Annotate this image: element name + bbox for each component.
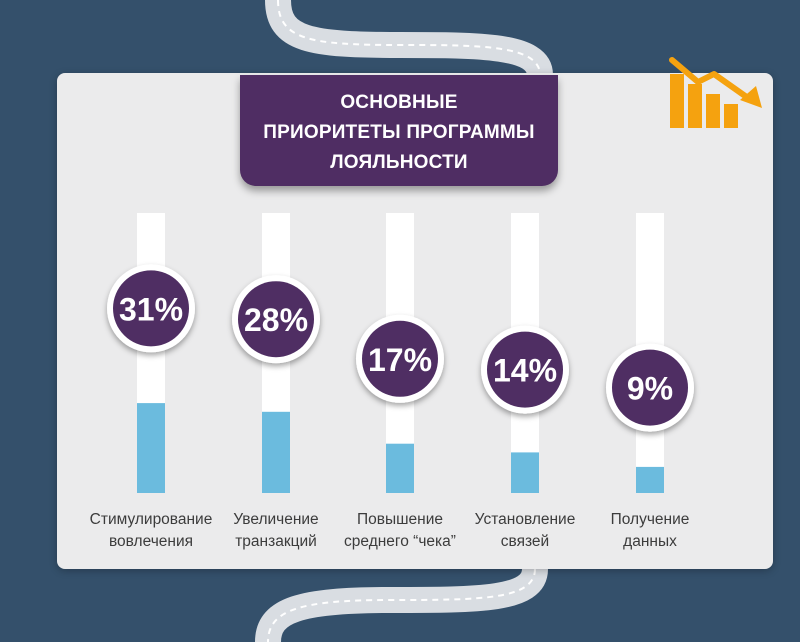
category-label: Стимулирование вовлечения — [76, 509, 226, 553]
value-label: 17% — [368, 342, 432, 378]
value-label: 31% — [119, 291, 183, 327]
bar — [511, 452, 539, 493]
category-label: Увеличение транзакций — [201, 509, 351, 553]
category-label-line: Повышение — [356, 511, 444, 528]
category-label-line: транзакций — [235, 533, 317, 550]
title-line-3: ЛОЯЛЬНОСТИ — [330, 152, 468, 173]
bar — [137, 403, 165, 493]
category-label: Повышение среднего “чека” — [325, 509, 475, 553]
bar — [386, 443, 414, 493]
value-badge — [356, 314, 444, 403]
bar — [262, 411, 290, 493]
value-badge — [481, 325, 569, 414]
category-label-line: среднего “чека” — [344, 533, 456, 550]
category-label-line: Увеличение — [233, 511, 319, 528]
category-label-line: Получение — [610, 511, 690, 528]
category-label-line: Стимулирование — [89, 511, 213, 528]
value-badge — [232, 275, 320, 364]
bar — [636, 466, 664, 493]
category-label-line: данных — [623, 533, 677, 550]
title-line-1: ОСНОВНЫЕ — [340, 92, 458, 113]
value-label: 9% — [627, 371, 673, 407]
category-label: Получение данных — [575, 509, 725, 553]
value-badge — [606, 343, 694, 432]
category-label: Установление связей — [450, 509, 600, 553]
value-label: 28% — [244, 302, 308, 338]
category-label-line: связей — [500, 533, 550, 550]
value-badge — [107, 264, 195, 353]
title-line-2: ПРИОРИТЕТЫ ПРОГРАММЫ — [263, 122, 535, 143]
value-label: 14% — [493, 353, 557, 389]
title-banner: ОСНОВНЫЕ ПРИОРИТЕТЫ ПРОГРАММЫ ЛОЯЛЬНОСТИ — [240, 75, 558, 186]
decline-chart-logo-icon — [669, 57, 762, 128]
category-label-line: Установление — [474, 511, 576, 528]
category-label-line: вовлечения — [108, 533, 194, 550]
